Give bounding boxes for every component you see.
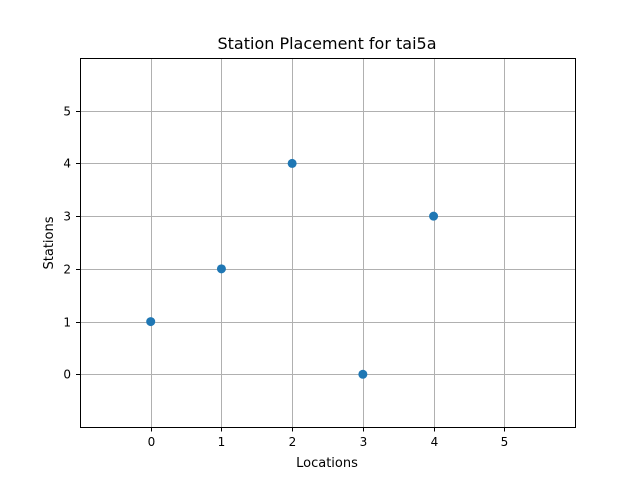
chart-title: Station Placement for tai5a (217, 34, 436, 53)
y-tick-label: 1 (63, 316, 71, 330)
scatter-point (287, 158, 297, 168)
y-tick-label: 0 (63, 368, 71, 382)
scatter-point (216, 264, 226, 274)
data-points (146, 158, 439, 379)
y-tick-label: 2 (63, 263, 71, 277)
scatter-point (429, 211, 439, 221)
x-tick-label: 2 (289, 435, 297, 449)
x-tick-label: 3 (360, 435, 368, 449)
x-axis-ticks: 0 1 2 3 4 5 (148, 427, 509, 449)
y-tick-label: 3 (63, 210, 71, 224)
y-axis-ticks: 0 1 2 3 4 5 (63, 105, 80, 382)
x-tick-label: 5 (501, 435, 509, 449)
x-tick-label: 0 (148, 435, 156, 449)
grid-lines (80, 58, 575, 427)
y-tick-label: 4 (63, 157, 71, 171)
scatter-point (146, 317, 156, 327)
scatter-point (358, 369, 368, 379)
y-tick-label: 5 (63, 105, 71, 119)
plot-frame (80, 58, 576, 428)
x-tick-label: 1 (218, 435, 226, 449)
y-axis-label: Stations (42, 216, 57, 269)
x-tick-label: 4 (431, 435, 439, 449)
x-axis-label: Locations (296, 456, 358, 471)
